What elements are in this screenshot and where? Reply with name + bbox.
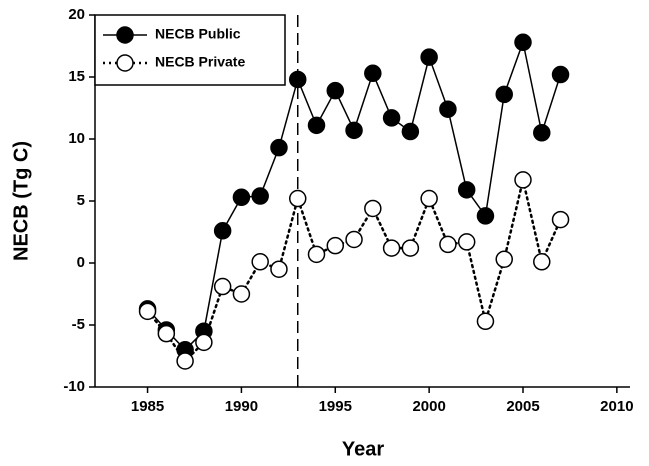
data-point	[401, 239, 420, 257]
data-point	[157, 324, 176, 343]
data-point	[288, 189, 307, 208]
x-tick-label: 1985	[131, 398, 164, 415]
data-point	[514, 171, 532, 189]
data-point	[420, 189, 438, 208]
data-point	[270, 260, 288, 278]
legend-marker	[116, 54, 134, 72]
y-tick-label: -5	[72, 316, 85, 333]
data-point	[495, 250, 513, 269]
x-tick-label: 2005	[506, 398, 539, 415]
data-point	[326, 236, 345, 255]
data-point	[514, 33, 532, 52]
x-tick-label: 2010	[600, 398, 633, 415]
y-tick-label: 20	[68, 6, 85, 23]
data-point	[420, 48, 438, 66]
data-point	[251, 187, 269, 205]
data-point	[270, 138, 288, 157]
data-point	[345, 230, 363, 249]
data-point	[213, 222, 232, 240]
data-point	[138, 302, 157, 321]
data-point	[307, 116, 326, 135]
x-tick-label: 1995	[319, 398, 352, 415]
data-point	[382, 109, 401, 127]
data-point	[288, 70, 307, 89]
data-point	[251, 253, 269, 271]
data-point	[307, 245, 326, 264]
data-point	[382, 239, 401, 257]
data-point	[232, 285, 251, 303]
data-point	[457, 181, 476, 199]
y-axis-label: NECB (Tg C)	[10, 141, 32, 261]
y-tick-label: 10	[68, 130, 85, 147]
data-point	[476, 312, 495, 331]
x-tick-label: 2000	[412, 398, 445, 415]
data-point	[326, 81, 345, 100]
x-axis-label: Year	[342, 438, 384, 460]
y-tick-label: 0	[77, 254, 85, 271]
legend-label: NECB Public	[155, 26, 241, 42]
data-point	[232, 188, 251, 207]
y-tick-label: 5	[77, 192, 85, 209]
data-point	[345, 121, 363, 140]
data-point	[364, 199, 382, 218]
data-point	[533, 253, 551, 271]
y-tick-label: -10	[63, 378, 85, 395]
data-point	[213, 277, 232, 296]
data-point	[551, 210, 570, 229]
data-point	[551, 65, 570, 84]
data-point	[439, 235, 457, 254]
data-point	[495, 85, 513, 104]
data-point	[439, 100, 457, 118]
data-point	[476, 207, 495, 225]
legend-marker	[116, 26, 134, 44]
data-point	[401, 122, 420, 141]
x-tick-label: 1990	[225, 398, 258, 415]
data-point	[195, 333, 213, 352]
data-point	[533, 124, 551, 142]
data-point	[457, 233, 476, 251]
legend-label: NECB Private	[155, 54, 245, 70]
data-point	[364, 64, 382, 83]
data-point	[176, 352, 194, 370]
y-tick-label: 15	[68, 68, 85, 85]
